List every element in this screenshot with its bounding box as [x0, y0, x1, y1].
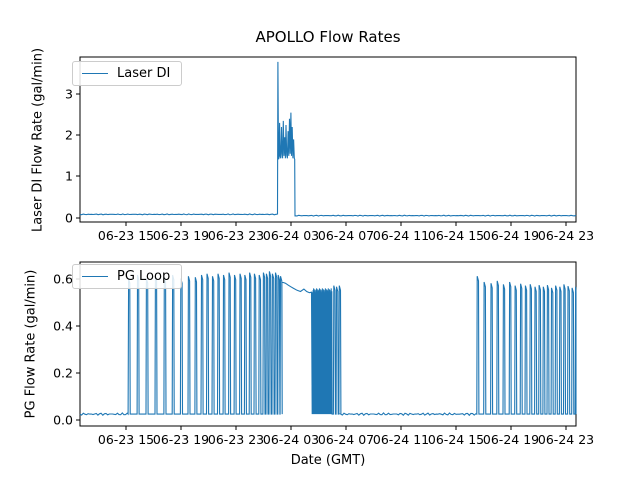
x-tick-label: 06-23 15: [97, 228, 155, 243]
x-tick-label: 06-24 23: [537, 432, 595, 447]
y-tick-label: 0.6: [53, 271, 73, 287]
chart-title: APOLLO Flow Rates: [255, 28, 401, 46]
y-tick-label: 2: [65, 127, 73, 143]
y-tick-label: 3: [65, 86, 73, 102]
x-tick-label: 06-24 19: [482, 228, 540, 243]
x-tick-label: 06-24 11: [372, 432, 430, 447]
x-tick-label: 06-24 03: [262, 228, 320, 243]
top-legend-label: Laser DI: [117, 66, 171, 81]
y-tick-label: 1: [65, 168, 73, 184]
x-tick-label: 06-23 23: [207, 432, 265, 447]
legend-line-sample-icon: [82, 73, 108, 74]
x-tick-label: 06-23 15: [97, 432, 155, 447]
y-tick-label: 0: [65, 210, 73, 226]
y-tick-label: 0.2: [53, 365, 73, 381]
x-tick-label: 06-24 23: [537, 228, 595, 243]
bottom-legend-label: PG Loop: [117, 269, 171, 284]
y-tick-label: 0.4: [53, 318, 73, 334]
top-y-axis-label: Laser DI Flow Rate (gal/min): [30, 47, 46, 233]
legend-line-sample-icon: [82, 276, 108, 277]
x-tick-label: 06-24 03: [262, 432, 320, 447]
x-tick-label: 06-24 07: [317, 228, 375, 243]
x-tick-label: 06-24 19: [482, 432, 540, 447]
x-tick-label: 06-24 07: [317, 432, 375, 447]
x-tick-label: 06-24 15: [427, 228, 485, 243]
x-tick-label: 06-23 23: [207, 228, 265, 243]
y-tick-label: 0.0: [53, 412, 73, 428]
x-tick-label: 06-23 19: [152, 432, 210, 447]
x-tick-label: 06-23 19: [152, 228, 210, 243]
x-tick-label: 06-24 11: [372, 228, 430, 243]
bottom-legend: PG Loop: [72, 264, 183, 289]
bottom-y-axis-label: PG Flow Rate (gal/min): [23, 269, 39, 419]
x-tick-label: 06-24 15: [427, 432, 485, 447]
top-legend: Laser DI: [72, 61, 183, 86]
x-axis-label: Date (GMT): [290, 453, 366, 468]
